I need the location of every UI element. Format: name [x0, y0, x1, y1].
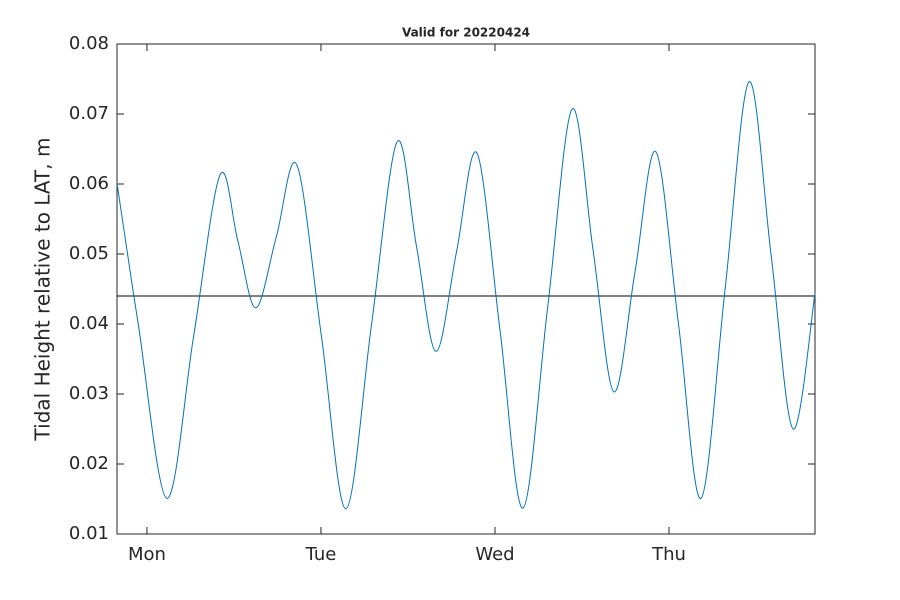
- x-tick-label: Tue: [305, 544, 337, 565]
- tide-line: [116, 81, 816, 510]
- y-tick-label: 0.03: [69, 383, 109, 404]
- y-tick-label: 0.06: [69, 173, 109, 194]
- y-tick-label: 0.02: [69, 453, 109, 474]
- y-axis-label: Tidal Height relative to LAT, m: [31, 138, 55, 442]
- chart-title: Valid for 20220424: [402, 26, 530, 40]
- y-tick-label: 0.08: [69, 33, 109, 54]
- y-tick-label: 0.07: [69, 103, 109, 124]
- x-tick-label: Mon: [128, 544, 166, 565]
- plot-frame: [116, 43, 816, 535]
- x-tick-label: Thu: [651, 544, 686, 565]
- y-tick-label: 0.05: [69, 243, 109, 264]
- y-tick-label: 0.04: [69, 313, 109, 334]
- x-tick-label: Wed: [475, 544, 514, 565]
- y-tick-label: 0.01: [69, 523, 109, 544]
